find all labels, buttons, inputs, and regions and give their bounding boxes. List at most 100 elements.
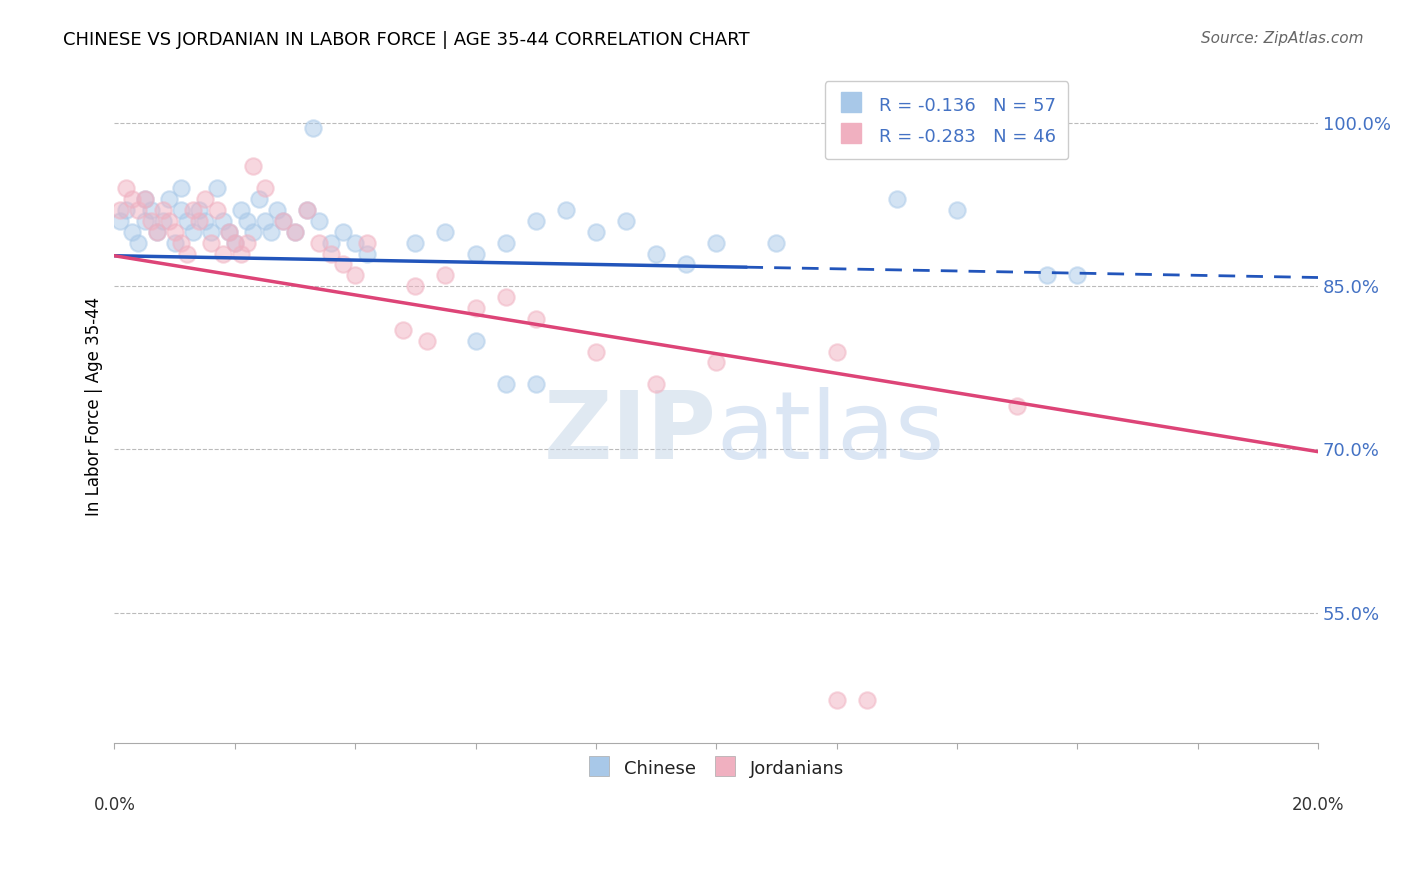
Point [319, 246, 342, 260]
Point [946, 202, 969, 217]
Point [253, 214, 276, 228]
Point [200, 235, 222, 250]
Point [181, 225, 204, 239]
Point [187, 214, 209, 228]
Point [218, 225, 240, 239]
Point [152, 214, 174, 228]
Point [266, 202, 288, 217]
Point [855, 693, 877, 707]
Point [211, 246, 233, 260]
Point [704, 235, 727, 250]
Point [524, 311, 547, 326]
Point [704, 355, 727, 369]
Point [127, 202, 149, 217]
Point [1005, 399, 1028, 413]
Point [157, 192, 180, 206]
Text: 0.0%: 0.0% [93, 796, 135, 814]
Text: atlas: atlas [716, 387, 945, 479]
Text: CHINESE VS JORDANIAN IN LABOR FORCE | AGE 35-44 CORRELATION CHART: CHINESE VS JORDANIAN IN LABOR FORCE | AG… [63, 31, 749, 49]
Text: Source: ZipAtlas.com: Source: ZipAtlas.com [1201, 31, 1364, 46]
Point [645, 246, 668, 260]
Point [145, 225, 167, 239]
Point [139, 202, 162, 217]
Point [134, 214, 156, 228]
Point [145, 225, 167, 239]
Point [645, 377, 668, 392]
Point [416, 334, 439, 348]
Point [139, 214, 162, 228]
Point [434, 268, 457, 283]
Point [121, 225, 143, 239]
Text: 20.0%: 20.0% [1292, 796, 1344, 814]
Point [886, 192, 908, 206]
Point [211, 214, 233, 228]
Point [194, 192, 217, 206]
Point [554, 202, 576, 217]
Point [176, 246, 198, 260]
Point [284, 225, 307, 239]
Point [356, 235, 378, 250]
Point [242, 160, 264, 174]
Point [115, 202, 138, 217]
Point [585, 344, 607, 359]
Point [176, 214, 198, 228]
Point [308, 235, 330, 250]
Point [163, 235, 186, 250]
Point [404, 235, 426, 250]
Point [236, 214, 259, 228]
Point [464, 246, 486, 260]
Point [194, 214, 217, 228]
Point [152, 202, 174, 217]
Point [169, 235, 191, 250]
Y-axis label: In Labor Force | Age 35-44: In Labor Force | Age 35-44 [86, 296, 103, 516]
Point [271, 214, 294, 228]
Legend: Chinese, Jordanians: Chinese, Jordanians [581, 751, 852, 785]
Point [229, 202, 252, 217]
Point [205, 202, 228, 217]
Point [110, 202, 132, 217]
Point [392, 323, 415, 337]
Point [495, 377, 517, 392]
Point [434, 225, 457, 239]
Point [169, 202, 191, 217]
Point [169, 181, 191, 195]
Point [495, 235, 517, 250]
Point [332, 225, 354, 239]
Point [344, 235, 367, 250]
Point [224, 235, 246, 250]
Point [218, 225, 240, 239]
Point [134, 192, 156, 206]
Point [187, 202, 209, 217]
Point [242, 225, 264, 239]
Point [524, 377, 547, 392]
Point [495, 290, 517, 304]
Point [464, 334, 486, 348]
Point [260, 225, 283, 239]
Point [825, 344, 848, 359]
Point [236, 235, 259, 250]
Point [308, 214, 330, 228]
Point [284, 225, 307, 239]
Point [115, 181, 138, 195]
Point [295, 202, 318, 217]
Point [464, 301, 486, 315]
Point [134, 192, 156, 206]
Point [404, 279, 426, 293]
Point [344, 268, 367, 283]
Point [1066, 268, 1088, 283]
Point [253, 181, 276, 195]
Point [524, 214, 547, 228]
Point [110, 214, 132, 228]
Point [332, 257, 354, 271]
Point [614, 214, 637, 228]
Text: ZIP: ZIP [543, 387, 716, 479]
Point [319, 235, 342, 250]
Point [229, 246, 252, 260]
Point [585, 225, 607, 239]
Point [765, 235, 787, 250]
Point [295, 202, 318, 217]
Point [181, 202, 204, 217]
Point [224, 235, 246, 250]
Point [1036, 268, 1059, 283]
Point [163, 225, 186, 239]
